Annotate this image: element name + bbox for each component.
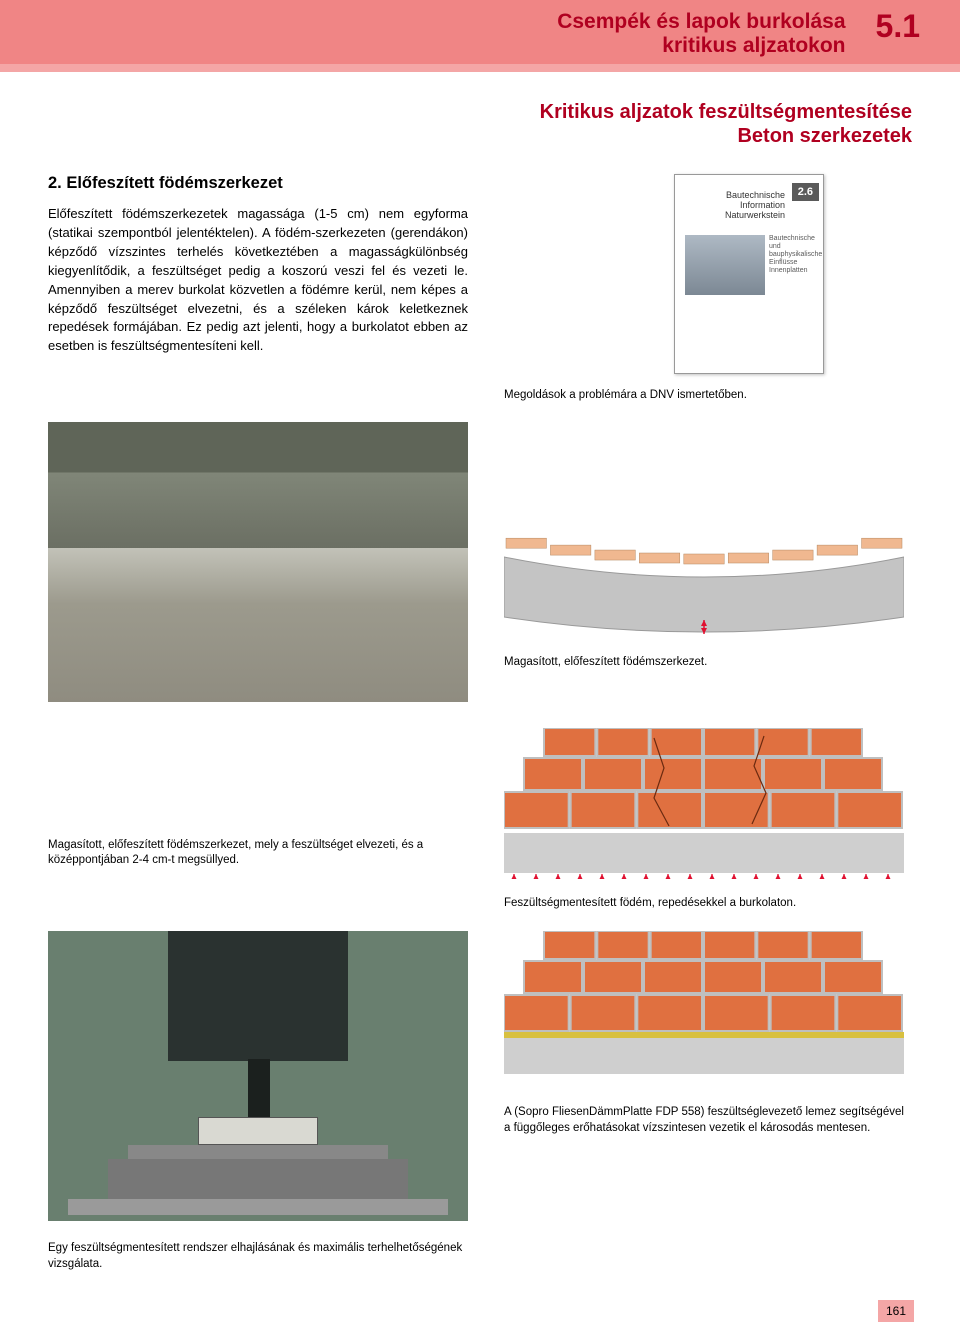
- press-photo: [48, 931, 468, 1221]
- booklet-label-1: Bautechnische: [726, 190, 785, 200]
- booklet-column: Bautechnische Information Naturwerkstein…: [504, 174, 904, 404]
- booklet-thumbnail: Bautechnische Information Naturwerkstein…: [674, 174, 824, 374]
- text-column: 2. Előfeszített födémszerkezet Előfeszít…: [48, 174, 468, 404]
- press-rod: [248, 1059, 270, 1119]
- page-number: 161: [878, 1300, 914, 1322]
- right-col-4: A (Sopro FliesenDämmPlatte FDP 558) fesz…: [504, 931, 912, 1136]
- construction-photo: [48, 422, 468, 702]
- header-title-line1: Csempék és lapok burkolása: [557, 10, 845, 33]
- left-col-2: [48, 422, 468, 702]
- subheader-area: Kritikus aljzatok feszültségmentesítése …: [0, 64, 960, 148]
- content-row-2: Magasított, előfeszített födémszerkezet.: [0, 404, 960, 702]
- press-caption: Egy feszültségmentesített rendszer elhaj…: [48, 1241, 468, 1272]
- subtitle-line2: Beton szerkezetek: [737, 125, 912, 147]
- pink-strip: [0, 64, 960, 72]
- booklet-tab-number: 2.6: [792, 183, 819, 201]
- section-heading: 2. Előfeszített födémszerkezet: [48, 174, 468, 193]
- deflection-diagram: [504, 522, 904, 642]
- press-specimen: [198, 1117, 318, 1145]
- booklet-caption: Megoldások a problémára a DNV ismertetőb…: [504, 388, 904, 404]
- left-col-4: Egy feszültségmentesített rendszer elhaj…: [48, 931, 468, 1272]
- header-band: Csempék és lapok burkolása kritikus aljz…: [0, 0, 960, 64]
- header-title-line2: kritikus aljzatokon: [662, 34, 845, 57]
- section-body: Előfeszített födémszerkezetek magassága …: [48, 205, 468, 356]
- press-body: [168, 931, 348, 1061]
- subtitle-line1: Kritikus aljzatok feszültségmentesítése: [540, 101, 912, 123]
- subtitle-block: Kritikus aljzatok feszültségmentesítése …: [0, 64, 960, 148]
- press-base-bottom: [108, 1159, 408, 1199]
- left-mid-caption: Magasított, előfeszített födémszerkezet,…: [48, 838, 468, 869]
- content-row-1: 2. Előfeszített födémszerkezet Előfeszít…: [0, 148, 960, 404]
- booklet-side-label: Bautechnische Information Naturwerkstein: [725, 191, 785, 221]
- fdp-caption: A (Sopro FliesenDämmPlatte FDP 558) fesz…: [504, 1105, 912, 1136]
- content-row-4: Egy feszültségmentesített rendszer elhaj…: [0, 911, 960, 1272]
- booklet-label-3: Naturwerkstein: [725, 210, 785, 220]
- right-col-3: Feszültségmentesített födém, repedésekke…: [504, 728, 904, 912]
- booklet-mini-text: Bautechnische und bauphysikalische Einfl…: [769, 235, 817, 275]
- construction-photo-fill: [48, 422, 468, 702]
- booklet-photo: [685, 235, 765, 295]
- right-col-2: Magasított, előfeszített födémszerkezet.: [504, 422, 904, 702]
- header-title: Csempék és lapok burkolása kritikus aljz…: [557, 10, 845, 58]
- deflection-caption: Magasított, előfeszített födémszerkezet.: [504, 655, 904, 671]
- decoupled-tile-diagram: [504, 931, 904, 1076]
- cracked-caption: Feszültségmentesített födém, repedésekke…: [504, 896, 904, 912]
- press-base-plate: [68, 1199, 448, 1215]
- booklet-label-2: Information: [740, 200, 785, 210]
- section-number: 5.1: [876, 8, 920, 45]
- cracked-tile-diagram: [504, 728, 904, 883]
- left-col-3: Magasított, előfeszített födémszerkezet,…: [48, 728, 468, 869]
- content-row-3: Magasított, előfeszített födémszerkezet,…: [0, 702, 960, 912]
- press-base-top: [128, 1145, 388, 1159]
